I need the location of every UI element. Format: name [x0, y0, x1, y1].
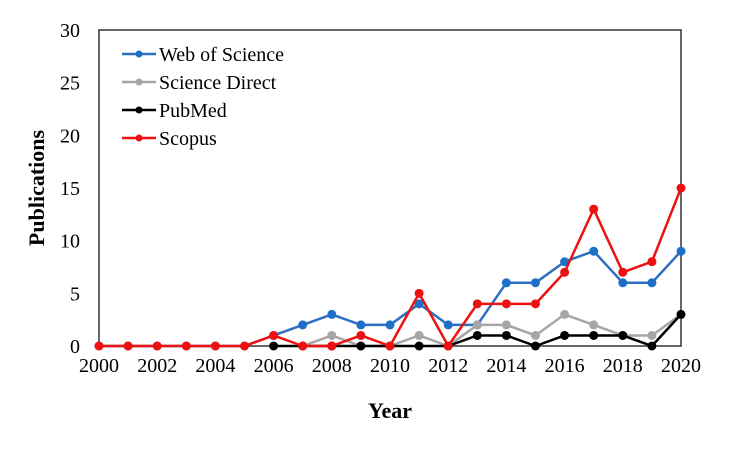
data-point — [501, 320, 511, 330]
data-point — [298, 320, 308, 330]
series-line — [273, 313, 682, 348]
data-point — [647, 330, 657, 340]
data-point — [501, 299, 511, 309]
data-point — [618, 267, 628, 277]
data-point — [676, 183, 686, 193]
data-point — [472, 299, 482, 309]
legend-marker — [135, 134, 143, 142]
data-point — [472, 320, 482, 330]
legend-item: PubMed — [122, 100, 227, 122]
data-point — [589, 320, 599, 330]
legend-marker — [135, 50, 143, 58]
data-point — [531, 278, 540, 288]
data-point — [560, 267, 570, 277]
data-point — [414, 299, 424, 309]
data-point — [647, 341, 657, 351]
data-point — [327, 330, 337, 340]
legend-marker — [135, 78, 143, 86]
legend: Web of Science Science Direct PubMed Scopus — [122, 44, 284, 150]
data-point — [589, 246, 599, 256]
legend-item: Science Direct — [122, 72, 277, 94]
y-tick-label: 15 — [60, 178, 80, 200]
x-tick-label: 2004 — [195, 355, 235, 377]
data-point — [327, 341, 337, 351]
data-point — [589, 330, 599, 340]
data-point — [240, 341, 249, 351]
data-point — [123, 341, 133, 351]
data-point — [560, 257, 570, 267]
y-tick-label: 25 — [60, 73, 80, 95]
data-point — [385, 320, 395, 330]
x-tick-label: 2012 — [428, 355, 468, 377]
data-point — [298, 341, 308, 351]
data-point — [414, 330, 424, 340]
data-point — [443, 320, 453, 330]
data-point — [560, 309, 570, 319]
x-tick-label: 2014 — [486, 355, 526, 377]
data-point — [210, 341, 220, 351]
x-tick-label: 2006 — [254, 355, 294, 377]
data-point — [676, 309, 686, 319]
y-tick-label: 5 — [70, 283, 80, 305]
data-point — [152, 341, 162, 351]
data-point — [589, 204, 599, 214]
data-point — [531, 341, 540, 351]
data-point — [618, 330, 628, 340]
legend-label: PubMed — [159, 100, 227, 122]
y-tick-label: 30 — [60, 20, 80, 42]
legend-label: Science Direct — [159, 72, 277, 94]
data-point — [501, 330, 511, 340]
x-tick-label: 2020 — [661, 355, 701, 377]
data-point — [501, 278, 511, 288]
y-tick-label: 20 — [60, 125, 80, 147]
x-tick-label: 2000 — [79, 355, 119, 377]
data-point — [443, 341, 453, 351]
x-tick-label: 2016 — [545, 355, 585, 377]
legend-item: Web of Science — [122, 44, 284, 66]
data-point — [647, 278, 657, 288]
data-point — [356, 330, 366, 340]
series-scopus — [94, 183, 686, 351]
legend-label: Scopus — [159, 128, 217, 150]
data-point — [531, 330, 540, 340]
y-axis-label: Publications — [24, 129, 49, 246]
data-point — [356, 320, 366, 330]
series-line — [302, 313, 682, 348]
legend-item: Scopus — [122, 128, 217, 150]
data-point — [414, 341, 424, 351]
data-point — [94, 341, 104, 351]
data-point — [327, 309, 337, 319]
x-tick-label: 2018 — [603, 355, 643, 377]
x-axis-label: Year — [368, 398, 412, 423]
data-point — [356, 341, 366, 351]
data-point — [560, 330, 570, 340]
y-tick-label: 0 — [70, 336, 80, 358]
data-point — [269, 341, 279, 351]
series-science-direct — [298, 309, 686, 351]
x-tick-label: 2002 — [137, 355, 177, 377]
data-point — [472, 330, 482, 340]
legend-label: Web of Science — [159, 44, 284, 66]
data-point — [181, 341, 191, 351]
data-point — [531, 299, 540, 309]
x-tick-label: 2010 — [370, 355, 410, 377]
data-point — [269, 330, 279, 340]
y-tick-label: 10 — [60, 231, 80, 253]
data-point — [647, 257, 657, 267]
data-point — [676, 246, 686, 256]
legend-marker — [135, 106, 143, 114]
data-point — [414, 288, 424, 298]
data-point — [385, 341, 395, 351]
data-point — [618, 278, 628, 288]
x-tick-label: 2008 — [312, 355, 352, 377]
